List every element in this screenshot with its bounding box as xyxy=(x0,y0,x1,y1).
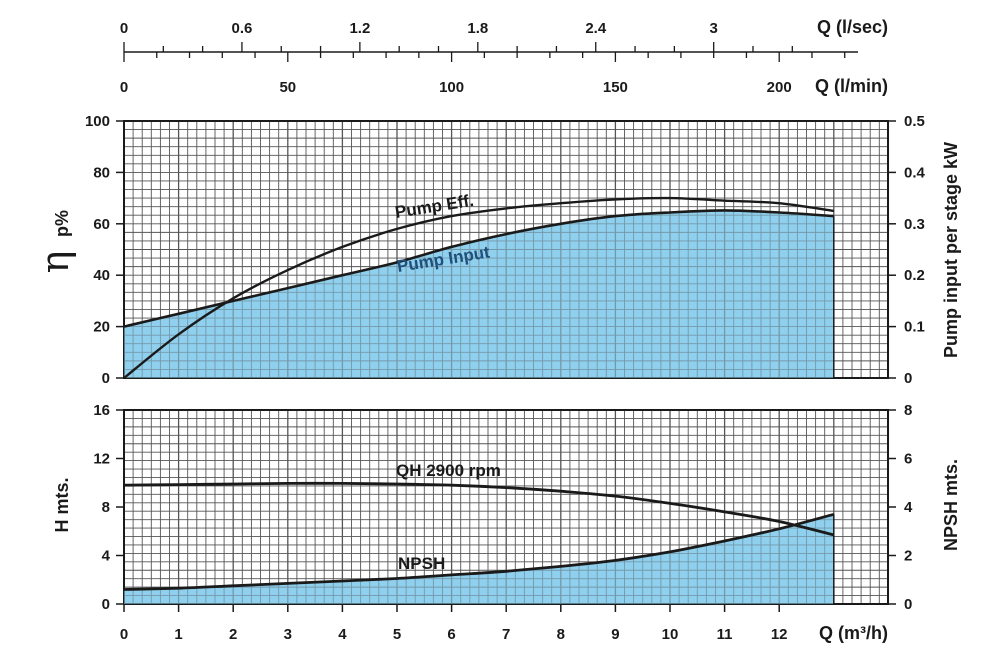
right-y-tick-label: 0.4 xyxy=(904,164,926,181)
lmin-tick-label: 0 xyxy=(120,79,128,96)
lsec-tick-label: 0.6 xyxy=(232,20,253,37)
eff-left-axis-subtitle: p% xyxy=(52,210,72,237)
left-y-tick-label: 16 xyxy=(93,402,110,419)
right-y-tick-label: 0.3 xyxy=(904,216,925,233)
lmin-tick-label: 150 xyxy=(603,79,628,96)
left-y-tick-label: 8 xyxy=(102,499,110,516)
qh-curve xyxy=(123,481,835,537)
left-y-tick-label: 80 xyxy=(93,164,110,181)
x-tick-label: 8 xyxy=(557,626,565,643)
npsh-area-overlay xyxy=(124,514,834,604)
top-axis-title-lmin: Q (l/min) xyxy=(815,76,888,96)
efficiency-panel: 0 20 40 60 80 100 0 0.1 0.2 0.3 0.4 0.5 xyxy=(85,113,926,387)
lsec-tick-label: 2.4 xyxy=(585,20,607,37)
qh-curve-label: QH 2900 rpm xyxy=(396,461,501,480)
x-tick-label: 9 xyxy=(611,626,619,643)
lmin-tick-label: 200 xyxy=(767,79,792,96)
right-y-tick-label: 0 xyxy=(904,596,912,613)
left-y-tick-label: 60 xyxy=(93,216,110,233)
right-y-tick-label: 0 xyxy=(904,370,912,387)
right-y-tick-label: 0.5 xyxy=(904,113,925,130)
x-tick-label: 4 xyxy=(338,626,347,643)
x-tick-label: 5 xyxy=(393,626,401,643)
npsh-curve xyxy=(123,512,835,591)
left-y-tick-label: 4 xyxy=(102,548,111,565)
lmin-tick-label: 100 xyxy=(439,79,464,96)
x-tick-label: 10 xyxy=(662,626,679,643)
left-y-tick-label: 12 xyxy=(93,451,110,468)
lsec-tick-label: 3 xyxy=(710,20,718,37)
right-y-tick-label: 4 xyxy=(904,499,913,516)
pump-input-area-overlay xyxy=(124,210,834,378)
lsec-tick-label: 1.2 xyxy=(349,20,370,37)
x-tick-label: 7 xyxy=(502,626,510,643)
right-y-tick-label: 0.1 xyxy=(904,319,925,336)
x-tick-label: 0 xyxy=(120,626,128,643)
right-y-tick-label: 0.2 xyxy=(904,267,925,284)
eff-right-axis-title: Pump input per stage kW xyxy=(941,142,961,358)
left-y-tick-label: 20 xyxy=(93,319,110,336)
x-tick-label: 6 xyxy=(447,626,455,643)
left-y-tick-label: 0 xyxy=(102,370,110,387)
lmin-tick-label: 50 xyxy=(279,79,296,96)
eff-left-axis-title: η xyxy=(33,251,77,274)
left-y-tick-label: 100 xyxy=(85,113,110,130)
pump-eff-curve xyxy=(123,196,834,379)
x-tick-label: 2 xyxy=(229,626,237,643)
npsh-curve-label: NPSH xyxy=(398,554,445,573)
top-axis-title-lsec: Q (l/sec) xyxy=(817,17,888,37)
flow-rate-axes: 0 0.6 1.2 1.8 2.4 3 0 50 100 150 200 xyxy=(120,20,858,96)
right-y-tick-label: 8 xyxy=(904,402,912,419)
pump-input-curve xyxy=(123,209,834,328)
head-left-axis-title: H mts. xyxy=(52,477,72,532)
left-y-tick-label: 40 xyxy=(93,267,110,284)
x-tick-label: 3 xyxy=(284,626,292,643)
x-axis-title: Q (m³/h) xyxy=(819,623,888,643)
lsec-tick-label: 1.8 xyxy=(467,20,488,37)
right-y-tick-label: 6 xyxy=(904,451,912,468)
left-y-tick-label: 0 xyxy=(102,596,110,613)
x-tick-label: 11 xyxy=(717,626,733,643)
x-tick-label: 1 xyxy=(174,626,182,643)
x-tick-label: 12 xyxy=(771,626,788,643)
npsh-right-axis-title: NPSH mts. xyxy=(941,459,961,551)
right-y-tick-label: 2 xyxy=(904,548,912,565)
lsec-tick-label: 0 xyxy=(120,20,128,37)
